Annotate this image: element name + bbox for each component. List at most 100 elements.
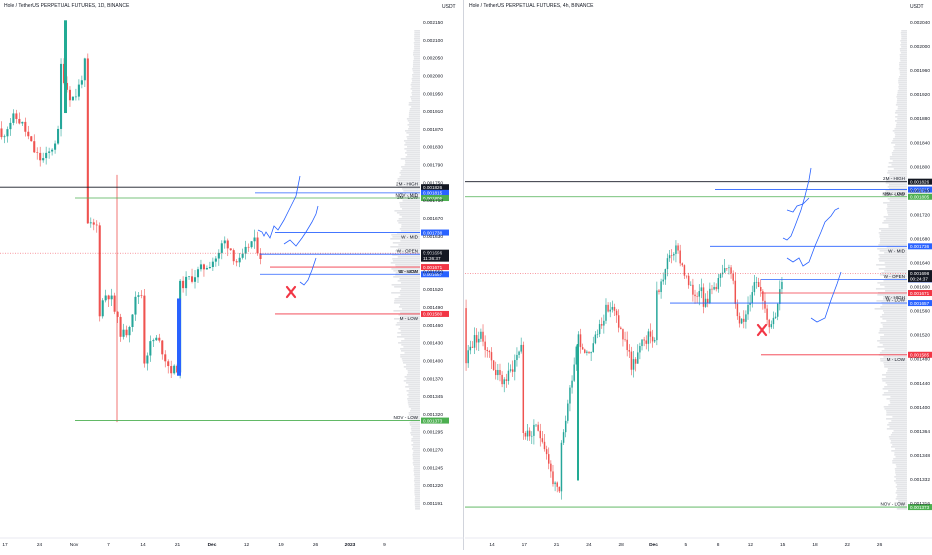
current-price-tag <box>908 270 932 283</box>
candle-body <box>528 430 531 437</box>
x-tick-label: 12 <box>244 542 250 548</box>
candle-body <box>603 320 605 326</box>
invalidation-x-icon <box>285 285 297 299</box>
volume-profile-bar <box>896 508 907 510</box>
volume-profile-bar <box>393 276 420 278</box>
volume-profile-bar <box>891 446 907 448</box>
volume-profile-bar <box>399 228 420 230</box>
volume-profile-bar <box>886 320 907 322</box>
x-tick-label: Nov <box>70 542 79 548</box>
volume-profile-bar <box>412 456 420 458</box>
volume-profile-bar <box>400 316 420 318</box>
volume-profile-bar <box>405 162 420 164</box>
candle-body <box>734 280 737 304</box>
volume-profile-bar <box>411 82 420 84</box>
volume-profile-bar <box>411 86 420 88</box>
y-tick-label: 0.001520 <box>423 287 443 293</box>
volume-profile-bar <box>403 380 420 382</box>
volume-profile-bar <box>892 130 907 132</box>
volume-profile-bar <box>887 384 907 386</box>
y-tick-label: 0.001590 <box>423 252 443 258</box>
volume-profile-bar <box>887 172 907 174</box>
x-tick-label: 18 <box>812 542 818 548</box>
volume-profile-bar <box>885 180 907 182</box>
volume-profile-bar <box>888 226 907 228</box>
candle-body <box>639 346 641 353</box>
volume-profile-bar <box>413 62 420 64</box>
candle-body <box>766 308 768 320</box>
volume-profile-bar <box>885 190 907 192</box>
volume-profile-bar <box>897 108 907 110</box>
volume-profile-bar <box>888 436 907 438</box>
volume-profile-bar <box>883 220 907 222</box>
candle-body <box>42 158 45 161</box>
volume-profile-bar <box>400 294 420 296</box>
candle-body <box>223 240 226 244</box>
volume-profile-bar <box>889 176 907 178</box>
volume-profile-bar <box>883 312 907 314</box>
candle-body <box>131 314 134 327</box>
candle-body <box>709 288 711 304</box>
volume-profile-bar <box>888 404 907 406</box>
candle-body <box>700 287 703 292</box>
candle-body <box>45 152 48 159</box>
level-price-tag <box>421 310 449 317</box>
volume-profile-bar <box>900 40 907 42</box>
level-price-tag <box>908 351 932 358</box>
level-price-tag <box>421 184 449 191</box>
volume-profile-bar <box>394 210 420 212</box>
candle-body <box>492 360 495 370</box>
volume-profile-bar <box>405 130 420 132</box>
x-tick-label: 22 <box>845 542 851 548</box>
candle-body <box>497 369 499 376</box>
volume-profile-bar <box>898 88 907 90</box>
candle-body <box>146 355 149 364</box>
y-tick-label: 0.001440 <box>910 381 930 387</box>
volume-profile-bar <box>879 274 907 276</box>
volume-profile-bar <box>396 322 420 324</box>
volume-profile-bar <box>414 48 420 50</box>
chart-canvas-1d[interactable]: 2M - HIGH 0.001826 2M - LOW 0.001815 NOV - M… <box>0 0 464 550</box>
level-price-tag <box>908 300 932 307</box>
volume-profile-bar <box>901 36 907 38</box>
x-tick-label: 26 <box>877 542 883 548</box>
volume-profile-bar <box>400 282 420 284</box>
x-tick-label: 19 <box>278 542 284 548</box>
candle-body <box>556 482 558 487</box>
chart-panel-1d[interactable]: Hole / TetherUS PERPETUAL FUTURES, 1D, B… <box>0 0 464 550</box>
candle-body <box>713 286 715 290</box>
x-tick-label: 17 <box>522 542 528 548</box>
volume-profile-bar <box>397 256 420 258</box>
volume-profile-bar <box>879 234 907 236</box>
candle-body <box>579 334 582 348</box>
volume-profile-bar <box>400 350 420 352</box>
level-label: NOV - LOW <box>393 415 418 420</box>
volume-profile-bar <box>895 472 907 474</box>
unit-label-4h: USDT <box>910 4 924 10</box>
chart-canvas-4h[interactable]: 2M - HIGH 0.001826 2M - LOW 0.001815 NOV - M… <box>465 0 932 550</box>
candle-body <box>581 347 584 350</box>
volume-profile-bar <box>891 420 907 422</box>
candle-body <box>220 243 223 253</box>
chart-panel-4h[interactable]: Hole / TetherUS PERPETUAL FUTURES, 4h, B… <box>465 0 932 550</box>
volume-profile-bar <box>413 468 420 470</box>
candle-body <box>471 346 474 348</box>
volume-profile-bar <box>897 494 907 496</box>
candle-body <box>518 351 520 355</box>
volume-profile-bar <box>897 90 907 92</box>
large-candle-body <box>64 20 67 114</box>
candle-body <box>539 430 542 439</box>
candle-body <box>736 303 739 317</box>
volume-profile-bar <box>406 150 420 152</box>
candle-body <box>51 149 54 152</box>
volume-profile-bar <box>413 460 420 462</box>
level-price: 0.001657 <box>910 301 930 306</box>
volume-profile-bar <box>885 290 907 292</box>
volume-profile-bar <box>883 406 907 408</box>
level-label: M - LOW <box>887 357 906 362</box>
candle-body <box>728 267 730 269</box>
volume-profile-bar <box>400 326 420 328</box>
y-tick-label: 0.001880 <box>910 116 930 122</box>
x-tick-label: 17 <box>2 542 8 548</box>
level-label: W - MID <box>401 235 419 240</box>
